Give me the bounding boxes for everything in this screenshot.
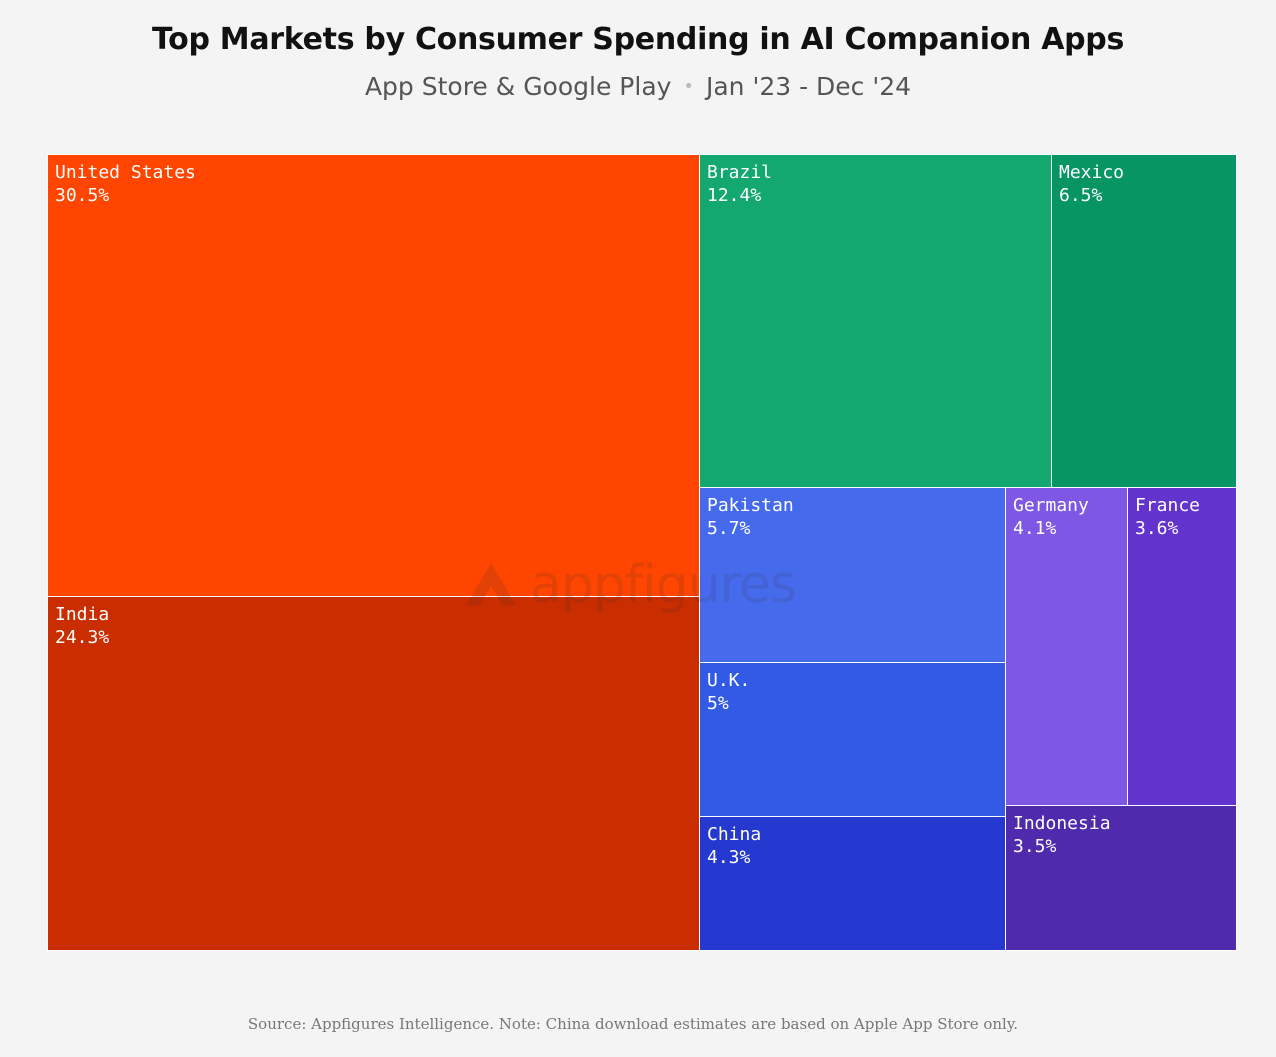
treemap-cell-mexico: Mexico 6.5% <box>1051 154 1237 489</box>
chart-title: Top Markets by Consumer Spending in AI C… <box>151 22 1125 57</box>
cell-name: India <box>55 604 110 625</box>
treemap-cell-china: China 4.3% <box>699 816 1007 951</box>
treemap-cell-france: France 3.6% <box>1127 487 1237 807</box>
cell-name: China <box>707 824 762 845</box>
cell-label: Germany 4.1% <box>1013 494 1089 540</box>
subtitle-date-range: Jan '23 - Dec '24 <box>705 72 912 101</box>
cell-value: 3.6% <box>1135 518 1179 539</box>
cell-label: France 3.6% <box>1135 494 1200 540</box>
cell-value: 6.5% <box>1059 185 1103 206</box>
cell-value: 5% <box>707 693 729 714</box>
cell-name: U.K. <box>707 670 751 691</box>
cell-value: 12.4% <box>707 185 762 206</box>
treemap-cell-u-k: U.K. 5% <box>699 662 1007 818</box>
cell-label: India 24.3% <box>55 603 109 649</box>
cell-value: 3.5% <box>1013 836 1057 857</box>
subtitle-source: App Store & Google Play <box>364 72 672 101</box>
cell-value: 30.5% <box>55 185 110 206</box>
treemap-cell-india: India 24.3% <box>47 596 701 951</box>
cell-name: Indonesia <box>1013 813 1111 834</box>
subtitle-separator: • <box>683 76 695 97</box>
cell-value: 24.3% <box>55 627 110 648</box>
cell-label: Brazil 12.4% <box>707 161 772 207</box>
treemap-cell-pakistan: Pakistan 5.7% <box>699 487 1007 664</box>
cell-label: Pakistan 5.7% <box>707 494 794 540</box>
cell-name: Pakistan <box>707 495 794 516</box>
cell-label: Mexico 6.5% <box>1059 161 1124 207</box>
cell-value: 4.1% <box>1013 518 1057 539</box>
cell-name: France <box>1135 495 1201 516</box>
cell-label: Indonesia 3.5% <box>1013 812 1111 858</box>
cell-value: 4.3% <box>707 847 751 868</box>
treemap-cell-brazil: Brazil 12.4% <box>699 154 1053 489</box>
cell-label: United States 30.5% <box>55 161 196 207</box>
cell-name: Germany <box>1013 495 1089 516</box>
cell-name: Mexico <box>1059 162 1125 183</box>
treemap-cell-germany: Germany 4.1% <box>1005 487 1129 807</box>
treemap-cell-united-states: United States 30.5% <box>47 154 701 598</box>
treemap-cell-indonesia: Indonesia 3.5% <box>1005 805 1237 951</box>
source-note: Source: Appfigures Intelligence. Note: C… <box>247 1015 1019 1033</box>
cell-name: United States <box>55 162 196 183</box>
treemap-chart: United States 30.5% India 24.3% Brazil 12.4% M… <box>47 154 1237 951</box>
cell-value: 5.7% <box>707 518 751 539</box>
cell-label: China 4.3% <box>707 823 761 869</box>
chart-subtitle: App Store & Google Play • Jan '23 - Dec … <box>0 72 1276 101</box>
cell-name: Brazil <box>707 162 773 183</box>
cell-label: U.K. 5% <box>707 669 750 715</box>
